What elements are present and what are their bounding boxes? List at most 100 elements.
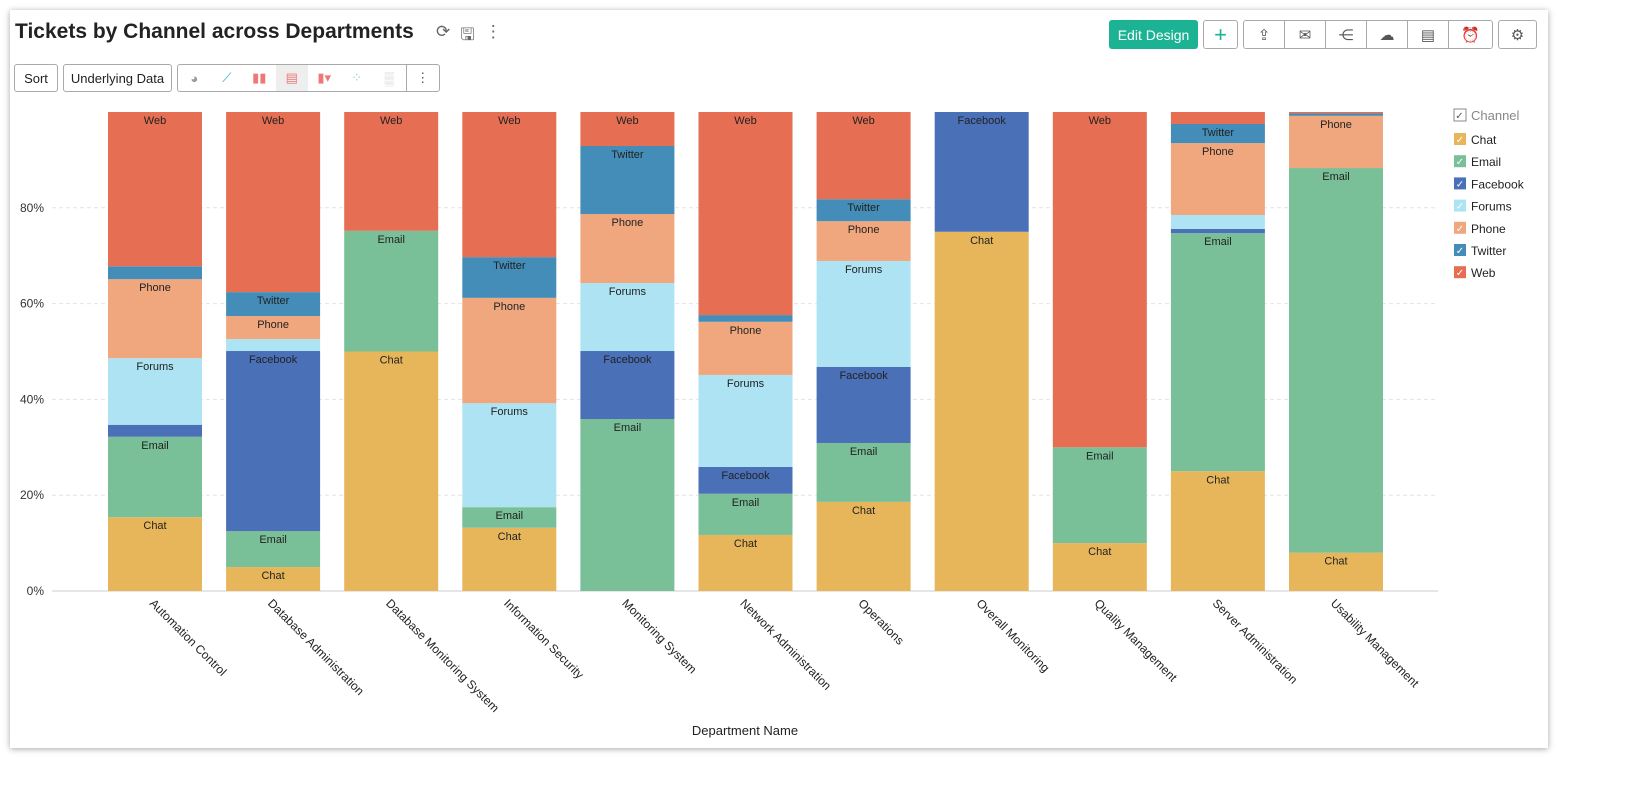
bar-segment-chat[interactable] <box>1170 471 1265 591</box>
email-icon[interactable]: ✉ <box>1284 20 1326 49</box>
more-vertical-icon[interactable]: ⋮ <box>484 22 502 41</box>
legend-swatch-chat[interactable] <box>1454 133 1466 145</box>
more-chart-types-icon[interactable]: ⋮ <box>405 65 440 91</box>
export-icon[interactable]: ⇪ <box>1243 20 1285 49</box>
legend-swatch-email[interactable] <box>1454 155 1466 168</box>
bar-segment-web[interactable] <box>344 112 439 231</box>
bar-segment-forums[interactable] <box>1170 214 1265 229</box>
bar-segment-web[interactable] <box>108 112 202 267</box>
bar-segment-facebook[interactable] <box>816 366 911 443</box>
add-button[interactable]: + <box>1203 20 1238 49</box>
alarm-icon[interactable]: ⏰ <box>1448 20 1493 49</box>
legend-item-label[interactable]: Twitter <box>1471 244 1506 258</box>
bar-segment-email[interactable] <box>226 531 321 568</box>
bar-segment-twitter[interactable] <box>1289 113 1383 116</box>
legend-swatch-forums[interactable] <box>1454 199 1466 212</box>
bar-segment-twitter[interactable] <box>462 257 557 298</box>
bar-segment-email[interactable] <box>1289 168 1383 553</box>
bar-segment-email[interactable] <box>344 230 439 352</box>
bar-segment-phone[interactable] <box>462 297 557 404</box>
legend-swatch-web[interactable] <box>1454 266 1466 279</box>
bar-segment-forums[interactable] <box>226 339 321 352</box>
bar-segment-web[interactable] <box>698 112 793 316</box>
bar-segment-chat[interactable] <box>1289 552 1383 591</box>
bar-segment-chat[interactable] <box>108 517 202 591</box>
legend-swatch-facebook[interactable] <box>1454 177 1466 190</box>
combo-chart-icon[interactable]: ▮▾ <box>317 70 332 85</box>
bar-segment-phone[interactable] <box>1289 115 1383 169</box>
bar-segment-facebook[interactable] <box>1170 228 1265 234</box>
bar-segment-chat[interactable] <box>226 567 321 591</box>
bar-segment-twitter[interactable] <box>580 146 675 215</box>
x-tick-label: Operations <box>855 596 906 647</box>
bar-segment-phone[interactable] <box>226 316 321 340</box>
bar-segment-forums[interactable] <box>580 283 675 352</box>
save-icon[interactable]: 🖫 <box>460 25 475 44</box>
data-label: Web <box>262 115 284 127</box>
bar-segment-web[interactable] <box>816 112 911 200</box>
bar-segment-twitter[interactable] <box>226 292 321 317</box>
bar-segment-chat[interactable] <box>462 527 557 591</box>
bar-segment-web[interactable] <box>1170 112 1265 124</box>
line-chart-icon[interactable]: ⟋ <box>222 70 232 85</box>
bar-segment-forums[interactable] <box>698 374 793 467</box>
legend-item-label[interactable]: Email <box>1471 155 1501 169</box>
bar-segment-chat[interactable] <box>1052 543 1147 591</box>
share-icon[interactable]: ⋲ <box>1325 20 1367 49</box>
x-tick-label: Automation Control <box>147 596 230 679</box>
bar-segment-phone[interactable] <box>108 279 202 359</box>
bar-segment-web[interactable] <box>1052 112 1147 448</box>
legend-swatch-twitter[interactable] <box>1454 244 1466 256</box>
bar-segment-email[interactable] <box>580 419 675 591</box>
bar-segment-forums[interactable] <box>816 260 911 367</box>
bar-segment-web[interactable] <box>226 112 321 293</box>
refresh-icon[interactable]: ⟳ <box>436 22 451 41</box>
bar-segment-facebook[interactable] <box>108 424 202 437</box>
legend-item-label[interactable]: Facebook <box>1471 177 1525 191</box>
bar-segment-phone[interactable] <box>698 321 793 375</box>
legend-item-label[interactable]: Phone <box>1471 222 1506 236</box>
bar-segment-facebook[interactable] <box>934 112 1029 232</box>
scatter-chart-icon[interactable]: ⁘ <box>351 70 363 85</box>
legend-item-label[interactable]: Web <box>1471 266 1496 280</box>
bar-segment-web[interactable] <box>580 112 675 147</box>
bar-segment-forums[interactable] <box>108 358 202 425</box>
bar-segment-facebook[interactable] <box>226 351 321 532</box>
legend-title-checkbox[interactable] <box>1453 108 1467 122</box>
publish-cloud-icon[interactable]: ☁ <box>1366 20 1408 49</box>
bar-segment-email[interactable] <box>108 436 202 518</box>
bar-segment-email[interactable] <box>698 493 793 535</box>
bar-segment-twitter[interactable] <box>816 199 911 222</box>
bar-segment-email[interactable] <box>1052 447 1147 544</box>
bar-segment-twitter[interactable] <box>1170 123 1265 144</box>
check-icon: ✓ <box>1455 111 1463 122</box>
bar-segment-twitter[interactable] <box>108 266 202 280</box>
sort-button[interactable]: Sort <box>14 64 58 92</box>
bar-segment-chat[interactable] <box>344 351 439 592</box>
bar-segment-phone[interactable] <box>1170 143 1265 215</box>
bar-segment-forums[interactable] <box>462 403 557 508</box>
bar-segment-chat[interactable] <box>816 501 911 591</box>
bar-segment-email[interactable] <box>816 442 911 502</box>
bar-segment-web[interactable] <box>1289 112 1383 114</box>
bar-segment-facebook[interactable] <box>580 351 675 420</box>
bar-segment-chat[interactable] <box>698 534 793 591</box>
bar-segment-phone[interactable] <box>580 214 675 284</box>
bar-segment-chat[interactable] <box>934 231 1029 591</box>
bar-segment-phone[interactable] <box>816 221 911 261</box>
bar-segment-email[interactable] <box>1170 233 1265 472</box>
legend-item-label[interactable]: Forums <box>1471 200 1512 214</box>
stacked-bar-chart-icon[interactable]: ▤ <box>275 65 308 91</box>
bar-segment-facebook[interactable] <box>698 466 793 494</box>
settings-gear-icon[interactable]: ⚙ <box>1498 20 1537 49</box>
edit-design-button[interactable]: Edit Design <box>1109 20 1198 49</box>
legend-item-label[interactable]: Chat <box>1471 133 1497 147</box>
pie-chart-icon[interactable]: ◕ <box>190 70 199 86</box>
bar-segment-email[interactable] <box>462 507 557 528</box>
map-chart-icon[interactable]: ▒ <box>384 70 394 86</box>
underlying-data-button[interactable]: Underlying Data <box>63 64 172 92</box>
bar-segment-twitter[interactable] <box>698 315 793 322</box>
bar-chart-icon[interactable]: ▮▮ <box>252 70 267 85</box>
legend-swatch-phone[interactable] <box>1454 221 1466 234</box>
bar-segment-web[interactable] <box>462 112 557 258</box>
